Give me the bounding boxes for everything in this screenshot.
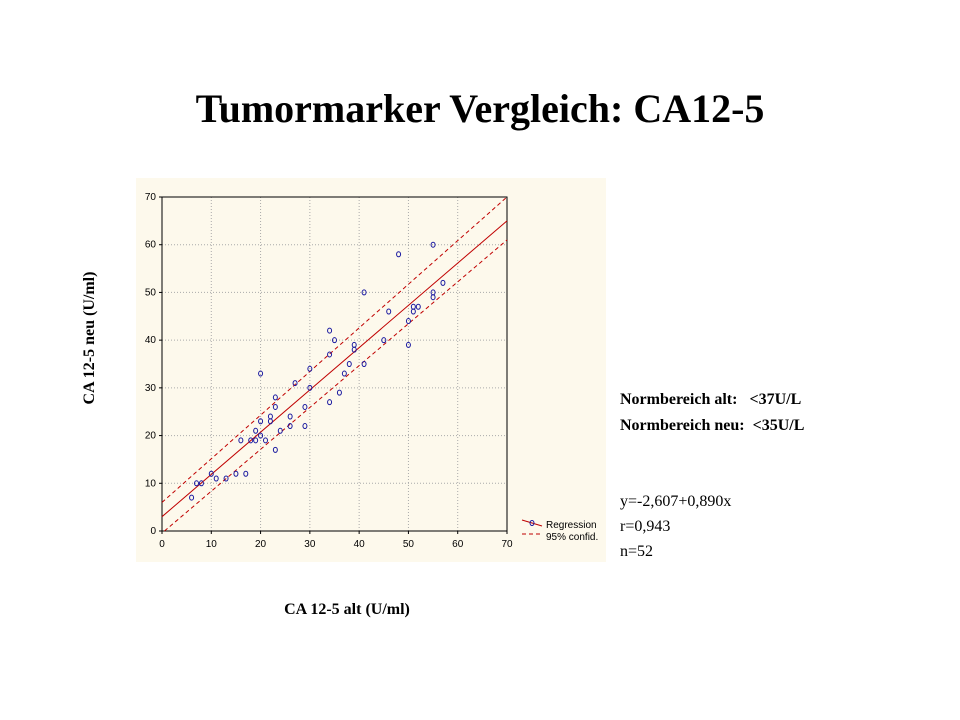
plot-background	[136, 178, 606, 562]
data-point	[267, 413, 273, 420]
data-point	[272, 394, 278, 401]
y-axis-label: CA 12-5 neu (U/ml)	[81, 272, 98, 405]
regression-line	[161, 220, 508, 518]
data-point	[243, 470, 249, 477]
data-point	[386, 308, 392, 315]
data-point	[346, 361, 352, 367]
data-point	[415, 303, 421, 310]
data-point	[351, 346, 357, 353]
x-tick-label: 10	[206, 539, 218, 550]
data-point	[248, 437, 254, 444]
data-point	[253, 427, 259, 434]
data-point	[287, 413, 293, 420]
y-tick-label: 30	[145, 383, 157, 394]
data-point	[307, 384, 313, 391]
legend-label: Regression	[546, 520, 597, 531]
data-point	[361, 289, 367, 296]
data-point	[233, 470, 239, 477]
data-point	[253, 437, 259, 444]
annotation: n=52	[620, 543, 653, 560]
data-point	[263, 437, 268, 444]
x-tick-label: 40	[354, 539, 366, 550]
annotation: y=-2,607+0,890x	[620, 493, 731, 510]
y-tick-label: 50	[145, 287, 157, 298]
y-tick-label: 70	[145, 192, 157, 203]
chart-title: Tumormarker Vergleich: CA12-5	[196, 86, 765, 131]
data-point	[336, 389, 342, 396]
data-point	[430, 289, 436, 296]
legend-label: 95% confid.	[546, 532, 598, 543]
data-point	[287, 423, 293, 430]
x-tick-label: 30	[304, 539, 316, 550]
data-point	[302, 403, 308, 410]
y-tick-label: 10	[145, 478, 157, 489]
data-point	[361, 361, 367, 367]
data-point	[223, 475, 229, 482]
legend-swatch	[529, 520, 535, 526]
x-tick-label: 60	[452, 539, 464, 550]
data-point	[341, 370, 347, 377]
data-point	[198, 480, 204, 487]
data-point	[272, 446, 278, 453]
annotation: r=0,943	[620, 518, 670, 535]
data-point	[302, 423, 308, 430]
x-axis-label: CA 12-5 alt (U/ml)	[284, 601, 410, 618]
data-point	[292, 380, 298, 387]
data-point	[327, 351, 333, 358]
data-point	[258, 418, 264, 425]
data-point	[430, 241, 436, 248]
data-point	[208, 470, 214, 477]
x-tick-label: 50	[403, 539, 415, 550]
data-point	[189, 494, 195, 501]
data-point	[396, 251, 402, 258]
y-tick-label: 40	[145, 335, 157, 346]
data-point	[410, 308, 416, 315]
data-point	[258, 370, 264, 377]
plot-frame	[161, 196, 508, 532]
annotation: Normbereich alt: <37U/L	[620, 391, 801, 408]
data-point	[194, 480, 199, 487]
x-tick-label: 70	[501, 539, 513, 550]
x-tick-label: 0	[159, 539, 165, 550]
data-point	[327, 399, 333, 406]
data-point	[327, 327, 333, 334]
data-point	[405, 318, 411, 325]
x-tick-label: 20	[255, 539, 267, 550]
data-point	[307, 365, 313, 372]
data-point	[213, 475, 219, 482]
y-tick-label: 60	[145, 240, 157, 251]
data-point	[277, 427, 283, 434]
data-point	[405, 341, 411, 348]
data-point	[272, 403, 278, 410]
confidence-band	[164, 239, 508, 532]
y-tick-label: 20	[145, 431, 157, 442]
y-tick-label: 0	[150, 526, 156, 537]
legend-swatch	[521, 519, 543, 527]
annotation: Normbereich neu: <35U/L	[620, 417, 804, 434]
data-point	[238, 437, 244, 444]
data-point	[381, 337, 387, 344]
data-point	[332, 337, 337, 344]
data-point	[258, 432, 264, 439]
data-point	[440, 279, 446, 286]
